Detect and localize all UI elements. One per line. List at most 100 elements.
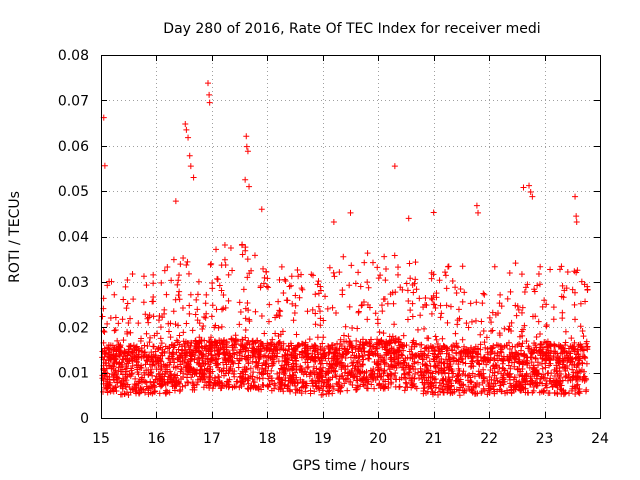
data-point [297,363,304,370]
data-point [473,202,480,209]
data-point [268,375,275,382]
data-point [244,385,251,392]
data-point [440,342,447,349]
data-point [309,306,316,313]
data-point [553,377,560,384]
data-point [538,341,545,348]
data-point [412,276,419,283]
data-point [496,378,503,385]
data-point [172,321,179,328]
data-point [353,353,360,359]
data-point [136,378,143,385]
data-point [542,374,549,381]
data-point [569,366,576,373]
data-point [317,322,324,329]
data-point [101,345,108,352]
data-point [291,309,298,316]
data-point [572,316,579,323]
data-point [111,291,118,298]
data-point [314,334,321,341]
data-point [455,377,462,384]
data-point [222,357,229,364]
data-point [297,376,304,383]
data-point [428,310,435,317]
data-point [396,344,403,351]
data-point [174,372,181,379]
data-point [346,339,353,346]
data-point [144,315,151,322]
data-point [444,319,451,326]
data-point [383,265,389,272]
data-point [534,375,541,382]
data-point [183,262,190,269]
data-point [175,292,182,299]
data-point [489,327,496,334]
data-point [256,375,263,382]
data-point [356,368,363,375]
data-point [275,358,282,365]
data-point [407,355,414,362]
data-point [508,390,515,397]
data-point [230,347,237,354]
data-point [230,371,237,378]
data-point [163,291,170,298]
data-point [113,371,120,378]
data-point [156,375,163,382]
data-point [420,387,427,394]
data-point [575,389,582,396]
data-point [274,370,281,377]
data-point [153,366,160,373]
data-point [110,346,117,353]
data-point [321,379,328,386]
data-point [250,369,257,376]
data-point [239,336,246,343]
data-point [430,292,437,299]
data-point [341,380,348,387]
data-point [383,346,390,353]
data-point [113,352,120,359]
data-point [537,341,544,348]
data-point [446,376,453,383]
data-point [339,354,346,361]
data-point [318,382,325,389]
data-point [115,320,122,327]
data-point [157,344,164,351]
data-point [541,387,548,394]
data-point [493,363,500,370]
data-point [370,366,377,373]
data-point [134,359,141,366]
data-point [207,379,214,386]
data-point [431,347,438,354]
data-point [261,330,268,337]
data-point [361,259,368,266]
data-point [483,334,490,341]
data-point [342,376,349,383]
data-point [405,298,412,305]
data-point [171,359,178,366]
data-point [236,321,243,328]
data-point [193,344,200,351]
data-point [336,269,343,276]
data-point [532,342,539,349]
data-point [474,390,481,397]
data-point [467,345,474,352]
data-point [421,362,428,369]
data-point [461,289,468,296]
data-point [512,302,519,309]
data-point [215,355,222,362]
data-point [512,260,519,267]
data-point [293,386,300,393]
data-point [205,361,212,368]
data-point [188,355,195,362]
data-point [468,360,475,367]
data-point [277,380,284,387]
data-point [203,310,210,317]
data-point [276,312,283,319]
data-point [113,359,120,366]
data-point [563,372,570,379]
data-point [359,336,366,343]
data-point [280,371,287,378]
data-point [365,284,372,291]
data-point [331,273,338,280]
data-point [564,352,571,359]
